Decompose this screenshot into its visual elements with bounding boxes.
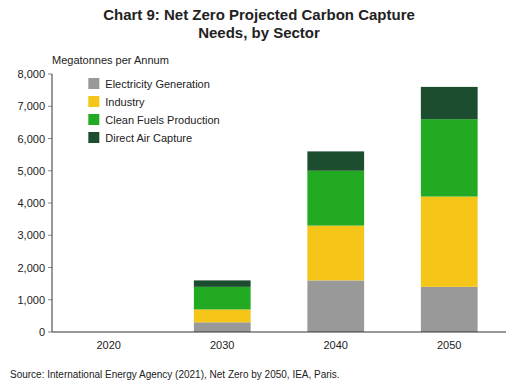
x-tick-label: 2050 [437,339,461,351]
legend: Electricity Generation Industry Clean Fuel… [88,78,219,144]
legend-label: Direct Air Capture [105,132,192,144]
y-tick [48,332,52,333]
y-tick-label: 3,000 [17,229,45,241]
bar [194,287,251,310]
bar [194,322,251,332]
legend-label: Electricity Generation [105,78,210,90]
legend-label: Industry [105,96,145,108]
chart-svg: Chart 9: Net Zero Projected Carbon Captu… [0,0,518,386]
y-tick [48,170,52,171]
y-tick [48,235,52,236]
bars [194,87,478,332]
y-tick [48,138,52,139]
y-tick-label: 8,000 [17,68,45,80]
y-tick-label: 1,000 [17,294,45,306]
x-tick-label: 2030 [210,339,234,351]
y-tick [48,74,52,75]
y-tick [48,267,52,268]
bar [421,197,478,287]
y-tick-label: 7,000 [17,100,45,112]
source-note: Source: International Energy Agency (202… [10,369,340,380]
x-axis-line [52,332,506,333]
y-tick [48,106,52,107]
bar [307,226,364,281]
title: Chart 9: Net Zero Projected Carbon Captu… [103,6,415,41]
y-axis-label: Megatonnes per Annum [52,54,169,66]
bar [194,280,251,286]
bar [421,87,478,119]
legend-swatch [88,78,99,89]
y-tick [48,299,52,300]
bar [421,287,478,332]
y-tick-label: 4,000 [17,197,45,209]
legend-swatch [88,96,99,107]
chart-container: Chart 9: Net Zero Projected Carbon Captu… [0,0,518,386]
y-tick [48,203,52,204]
legend-label: Clean Fuels Production [105,114,219,126]
bar [307,151,364,170]
y-axis-line [52,74,53,332]
bar [307,171,364,226]
x-tick-label: 2020 [97,339,121,351]
y-tick-label: 6,000 [17,133,45,145]
bar [421,119,478,196]
bar [307,280,364,332]
legend-swatch [88,114,99,125]
y-tick-label: 2,000 [17,262,45,274]
y-tick-label: 5,000 [17,165,45,177]
bar [194,309,251,322]
y-tick-label: 0 [39,326,45,338]
legend-swatch [88,132,99,143]
x-tick-label: 2040 [324,339,348,351]
